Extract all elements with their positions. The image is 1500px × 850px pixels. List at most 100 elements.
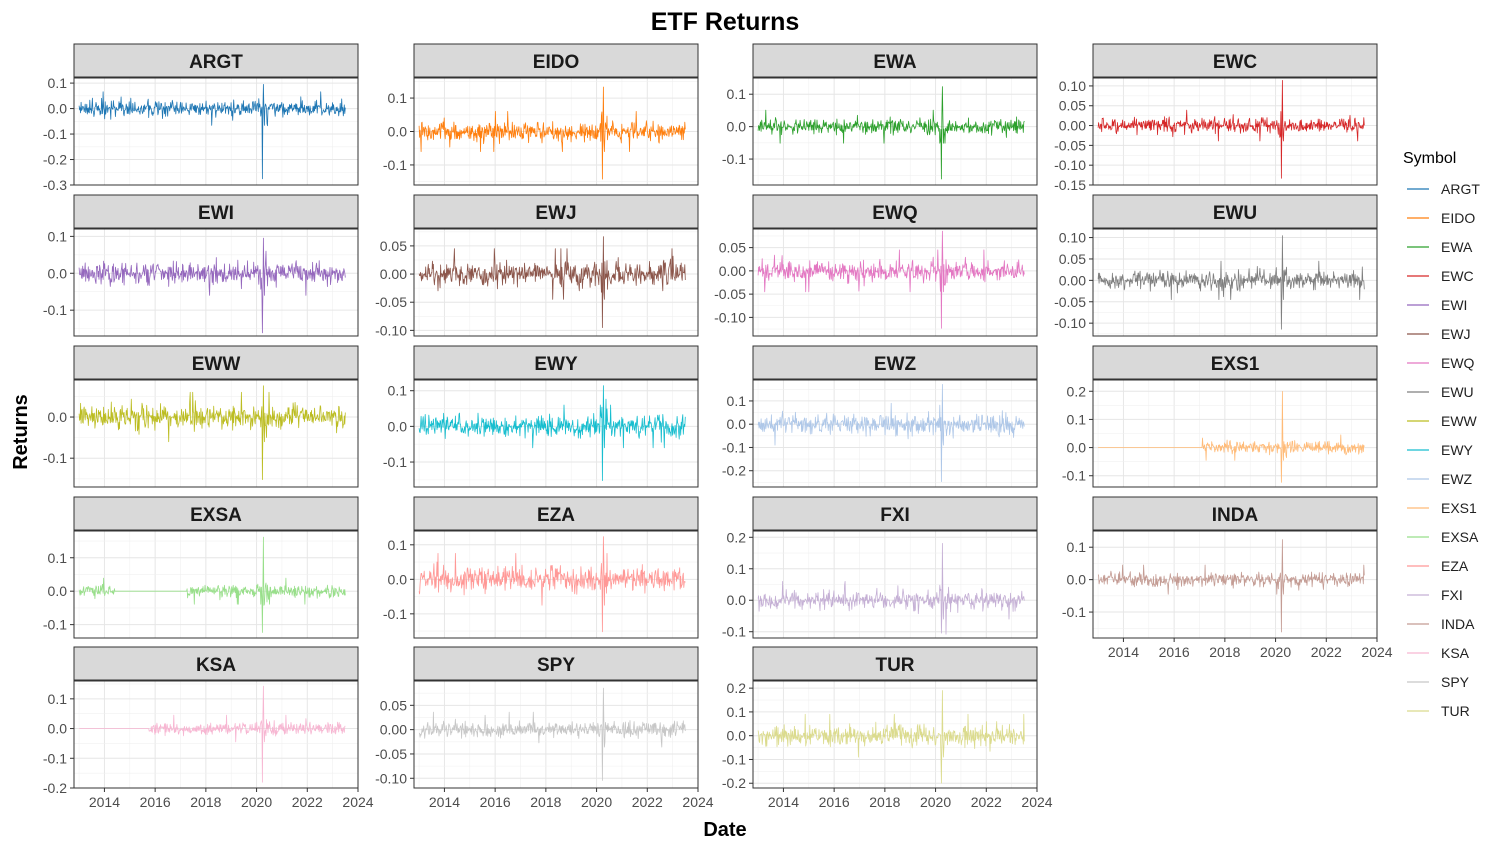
strip-background (1092, 345, 1378, 380)
panel-border (413, 530, 699, 639)
strip-background (73, 646, 359, 681)
y-tick-label: -0.10 (1054, 157, 1086, 173)
legend-label-exsa: EXSA (1441, 529, 1479, 545)
legend-label-ewu: EWU (1441, 384, 1474, 400)
y-tick-label: 0.1 (1067, 539, 1087, 555)
legend-label-ewy: EWY (1441, 442, 1474, 458)
strip-label: EWZ (874, 354, 917, 375)
y-tick-label: 0.10 (1059, 230, 1086, 246)
strip-background (752, 345, 1038, 380)
chart-title: ETF Returns (651, 8, 800, 36)
strip-background (413, 496, 699, 531)
plot-background (74, 681, 358, 788)
y-tick-label: -0.2 (43, 152, 67, 168)
y-tick-label: 0.0 (388, 418, 408, 434)
y-tick-label: -0.3 (43, 177, 67, 193)
panel-border (752, 530, 1038, 639)
y-tick-label: 0.00 (1059, 118, 1086, 134)
series-line-fxi (757, 543, 1025, 635)
panel-eza: EZA 0.1 0.0 -0.1 (383, 496, 699, 639)
x-tick-label: 2020 (1260, 644, 1291, 660)
series-line-ewc (1097, 80, 1365, 179)
x-tick-label: 2022 (971, 794, 1002, 810)
panel-border (1092, 228, 1378, 337)
legend-label-ewc: EWC (1441, 268, 1474, 284)
y-tick-label: -0.1 (383, 157, 407, 173)
y-axis-title: Returns (10, 394, 32, 470)
y-tick-label: -0.05 (375, 294, 407, 310)
y-tick-label: 0.1 (727, 561, 747, 577)
y-tick-label: -0.10 (714, 309, 746, 325)
legend-label-ewq: EWQ (1441, 355, 1475, 371)
legend-label-ewa: EWA (1441, 239, 1473, 255)
panel-border (413, 77, 699, 186)
strip-label: INDA (1212, 505, 1259, 526)
y-tick-label: -0.1 (43, 750, 67, 766)
y-tick-label: 0.0 (48, 583, 68, 599)
x-tick-label: 2022 (1311, 644, 1342, 660)
x-tick-label: 2018 (530, 794, 561, 810)
y-tick-label: 0.1 (1067, 411, 1087, 427)
panel-border (1092, 77, 1378, 186)
series-line-ewq (757, 230, 1025, 329)
y-tick-label: 0.1 (727, 704, 747, 720)
panel-border (73, 680, 359, 789)
plot-background (753, 380, 1037, 487)
strip-background (1092, 496, 1378, 531)
panel-tur: TUR 0.2 0.1 0.0 -0.1 -0.2 2014 2016 2018 2020 2022… (722, 646, 1053, 810)
series-line-inda (1097, 539, 1365, 633)
y-tick-label: -0.1 (43, 126, 67, 142)
y-tick-label: 0.1 (48, 691, 68, 707)
x-tick-label: 2024 (682, 794, 713, 810)
strip-label: EWJ (535, 203, 576, 224)
y-tick-label: -0.1 (722, 751, 746, 767)
y-tick-label: 0.05 (719, 240, 746, 256)
x-tick-label: 2024 (1021, 794, 1052, 810)
legend-label-ewi: EWI (1441, 297, 1467, 313)
panel-border (752, 77, 1038, 186)
panel-ewu: EWU 0.10 0.05 0.00 -0.05 -0.10 (1054, 194, 1378, 337)
y-tick-label: 0.05 (1059, 98, 1086, 114)
panel-ewj: EWJ 0.05 0.00 -0.05 -0.10 (375, 194, 699, 338)
y-tick-label: -0.1 (43, 302, 67, 318)
x-tick-label: 2016 (1159, 644, 1190, 660)
panel-argt: ARGT 0.1 0.0 -0.1 -0.2 -0.3 (43, 43, 359, 193)
panel-spy: SPY 0.05 0.00 -0.05 -0.10 2014 2016 2018 2020 202… (375, 646, 714, 810)
strip-label: FXI (880, 505, 910, 526)
x-tick-label: 2020 (920, 794, 951, 810)
x-tick-label: 2018 (869, 794, 900, 810)
y-tick-label: -0.05 (1054, 294, 1086, 310)
y-tick-label: 0.0 (1067, 440, 1087, 456)
x-tick-label: 2024 (342, 794, 373, 810)
y-tick-label: 0.00 (380, 266, 407, 282)
x-tick-label: 2018 (1209, 644, 1240, 660)
strip-label: ARGT (189, 52, 243, 73)
y-tick-label: -0.2 (43, 780, 67, 796)
y-tick-label: 0.0 (727, 119, 747, 135)
y-tick-label: 0.1 (48, 228, 68, 244)
panel-border (73, 228, 359, 337)
y-tick-label: 0.1 (388, 383, 408, 399)
series-line-exsa (78, 536, 346, 633)
x-axis-title: Date (703, 819, 746, 841)
strip-label: EWW (192, 354, 241, 375)
y-tick-label: 0.1 (388, 537, 408, 553)
legend-label-eido: EIDO (1441, 210, 1475, 226)
strip-background (752, 646, 1038, 681)
panel-border (73, 77, 359, 186)
strip-background (73, 345, 359, 380)
panel-border (73, 379, 359, 488)
strip-label: EWY (534, 354, 578, 375)
series-line-ewj (418, 236, 686, 328)
y-tick-label: -0.15 (1054, 177, 1086, 193)
plot-background (414, 229, 698, 336)
legend-label-inda: INDA (1441, 616, 1475, 632)
y-tick-label: 0.2 (727, 529, 747, 545)
y-tick-label: 0.2 (1067, 383, 1087, 399)
x-tick-label: 2024 (1361, 644, 1392, 660)
strip-background (73, 194, 359, 229)
panel-border (752, 680, 1038, 789)
strip-label: EXS1 (1211, 354, 1260, 375)
x-tick-label: 2014 (768, 794, 799, 810)
